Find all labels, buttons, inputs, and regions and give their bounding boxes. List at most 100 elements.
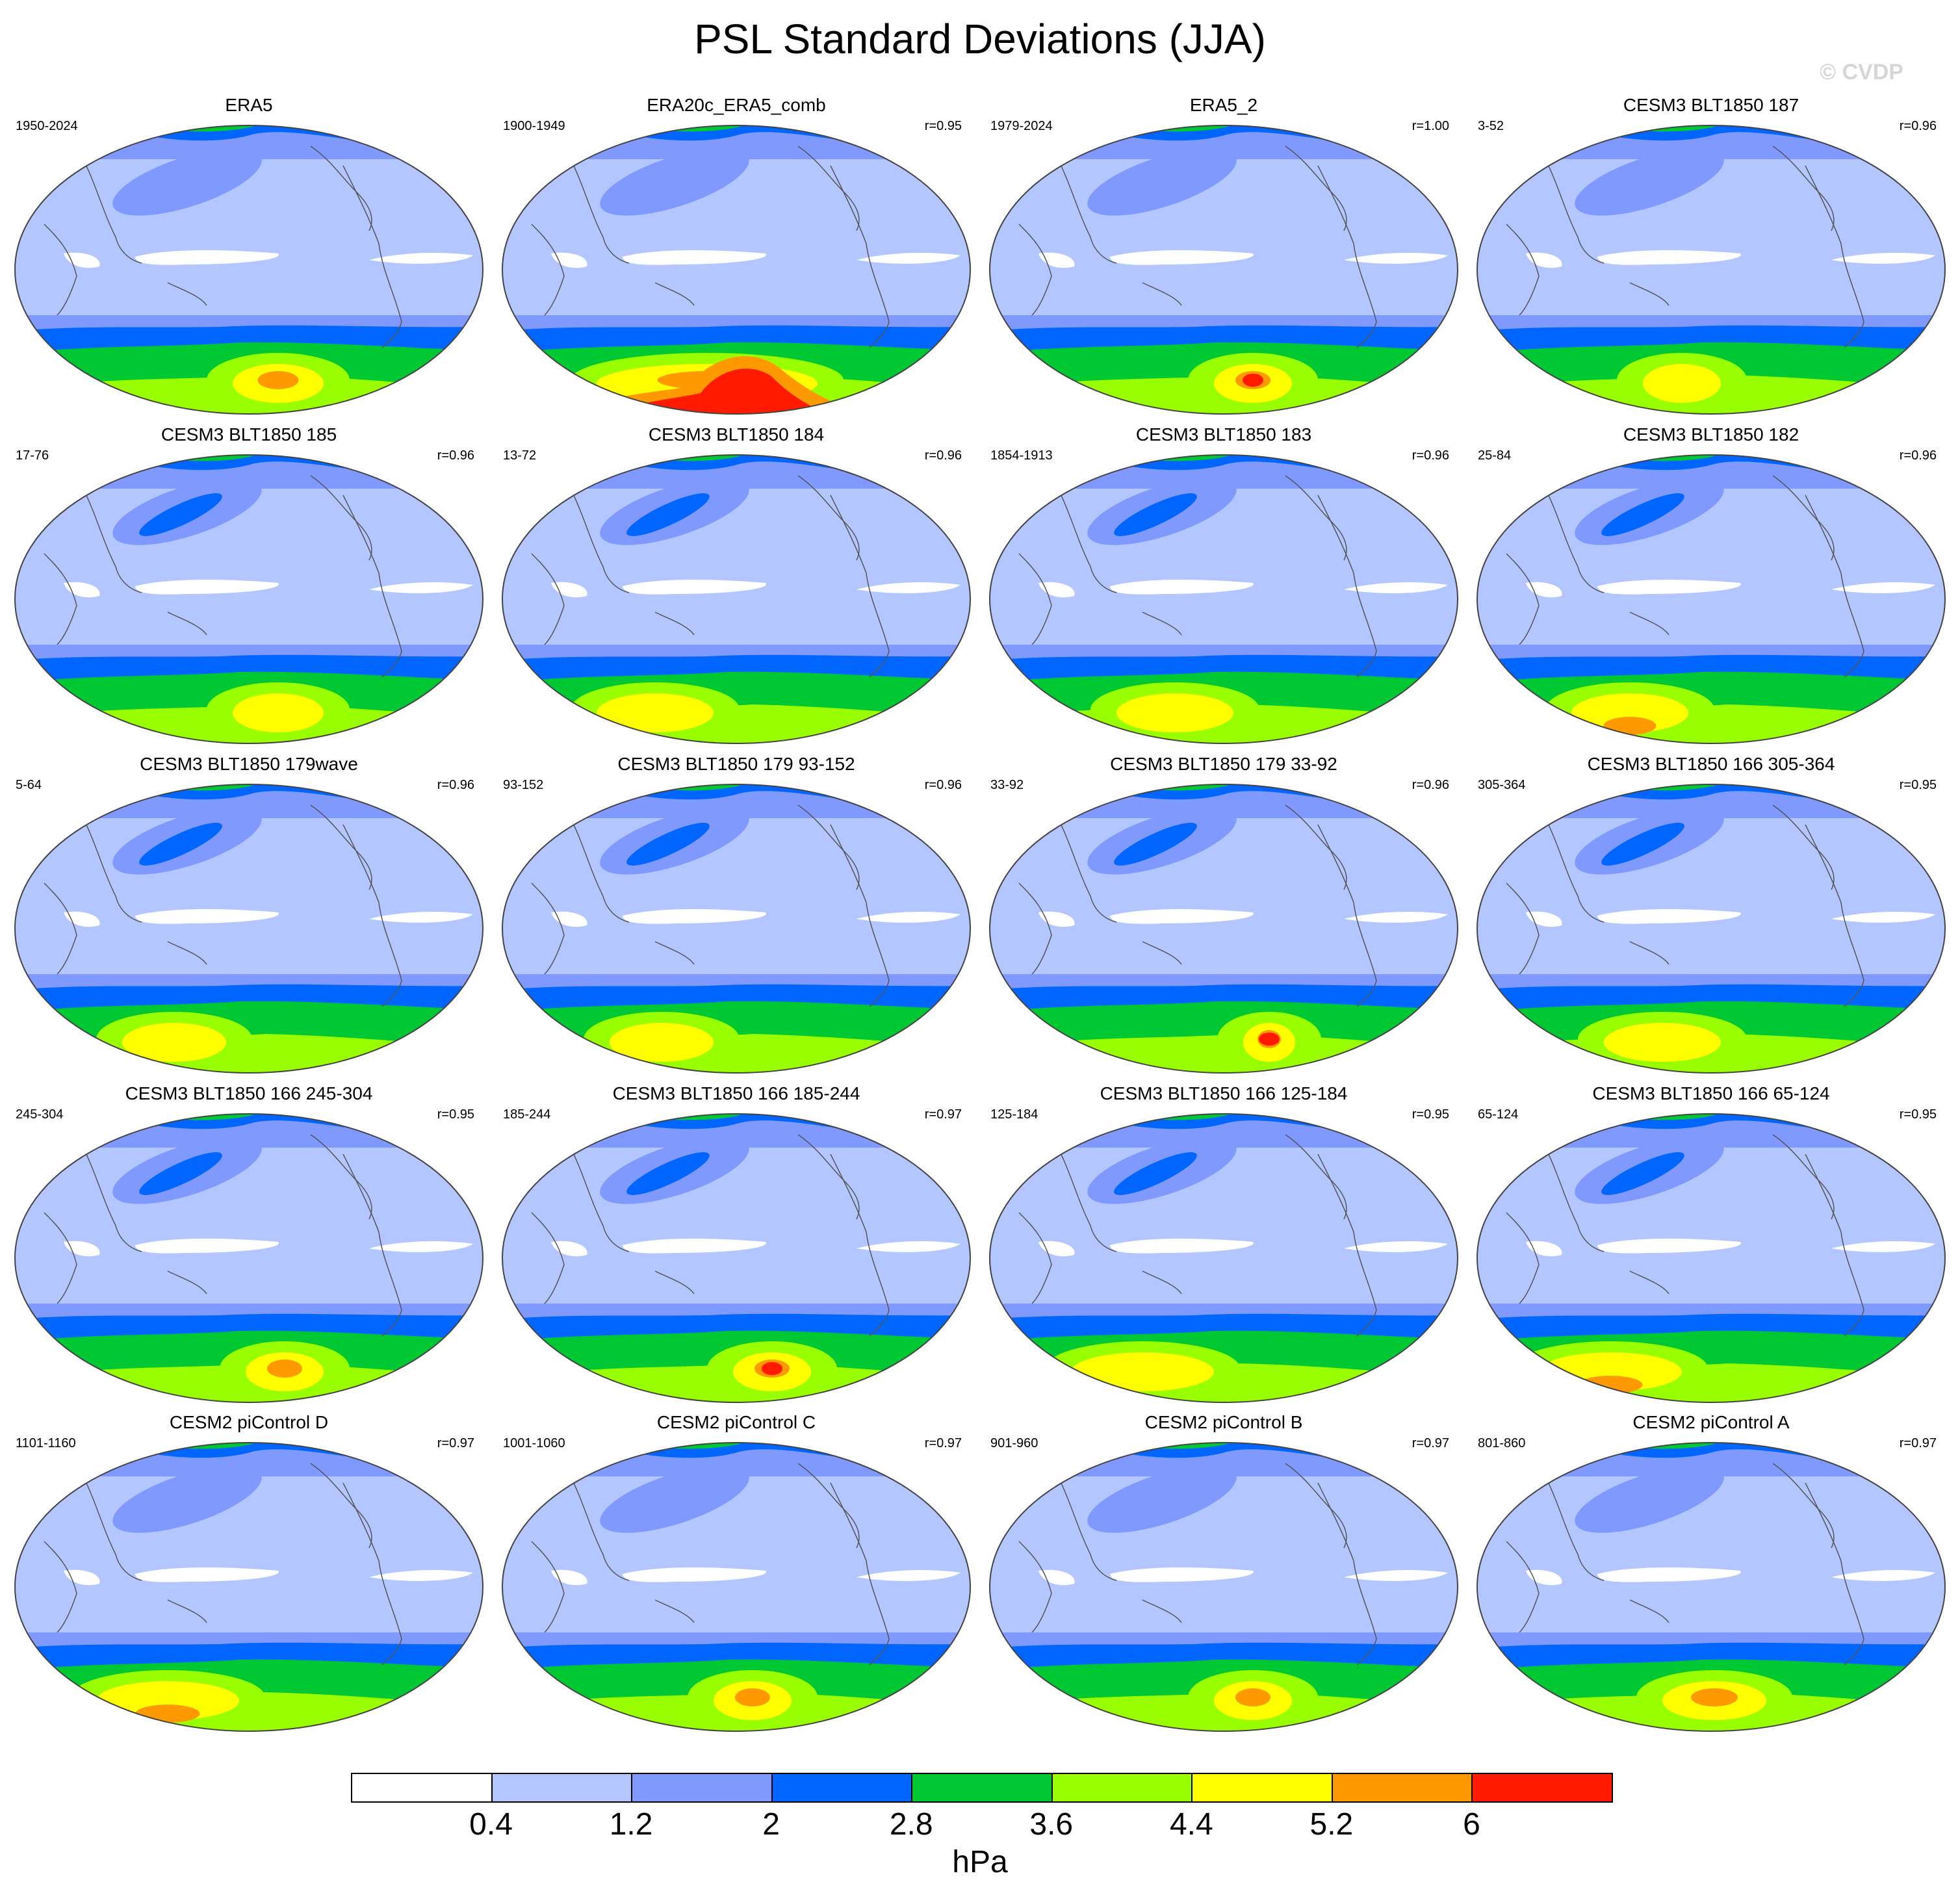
contour-tropics-low-pacific (623, 580, 766, 595)
contour-hotspot-orange (267, 1359, 302, 1378)
map-outline (14, 1113, 484, 1403)
contour-tropics-low-indian (551, 582, 587, 598)
coastline-3 (1506, 882, 1540, 975)
coastline-1 (1317, 165, 1377, 348)
coastline-0 (1545, 488, 1605, 593)
contour-tropics-low-atlantic (1344, 1570, 1448, 1581)
coastline-3 (1506, 224, 1540, 316)
colorbar-box (771, 1773, 913, 1803)
coastline-2 (1285, 475, 1347, 561)
contour-hotspot-yellow (96, 1681, 239, 1720)
panel-years: 93-152 (503, 778, 544, 792)
coastline-1 (1317, 824, 1377, 1007)
coastline-4 (654, 282, 695, 306)
contour-hotspot-yellow (1571, 693, 1688, 732)
contour-npacific-mid (1575, 1465, 1724, 1533)
panel-map (14, 1442, 484, 1732)
contour-npacific-high (626, 823, 710, 866)
panel-map (989, 1113, 1458, 1403)
contour-npacific-high (1114, 493, 1197, 536)
panel-title: CESM2 piControl C (656, 1412, 816, 1432)
panel-years: 1900-1949 (503, 119, 565, 133)
colorbar (351, 1773, 1613, 1805)
coastline-2 (1772, 1134, 1835, 1220)
coastline-0 (570, 818, 630, 923)
coastline-0 (570, 1147, 630, 1252)
coastline-4 (167, 1270, 207, 1294)
contour-hotspot-red (1259, 1033, 1280, 1046)
map-panel: ERA5_2 1979-2024 r=1.00 (980, 94, 1467, 422)
coastline-4 (654, 1270, 695, 1294)
coastline-3 (1018, 553, 1052, 645)
coastline-4 (654, 612, 695, 636)
coastline-0 (1057, 818, 1117, 923)
contour-npacific-high (139, 1152, 222, 1195)
coastline-0 (1545, 1476, 1605, 1581)
coastline-1 (830, 495, 890, 678)
panel-pattern-correlation: r=0.96 (437, 778, 474, 792)
coastline-2 (797, 475, 860, 561)
panel-map (1476, 1442, 1946, 1732)
map-outline (502, 1442, 971, 1732)
contour-tropics-low-indian (1038, 252, 1075, 268)
contour-hotspot-orange (257, 371, 299, 389)
contour-npacific-mid (600, 148, 749, 216)
colorbar-tick-label: 2 (762, 1807, 780, 1842)
contour-hotspot-yellow (1604, 1023, 1721, 1062)
contour-hotspot-yellow (1071, 1352, 1214, 1391)
map-outline (14, 125, 484, 415)
colorbar-tick-label: 3.6 (1029, 1807, 1074, 1842)
contour-tropics-low-pacific (1110, 1239, 1254, 1254)
contour-tropics-low-pacific (1110, 580, 1254, 595)
map-outline (502, 454, 971, 744)
coastline-3 (531, 224, 565, 316)
panel-years: 801-860 (1478, 1436, 1526, 1450)
coastline-2 (797, 1134, 860, 1220)
coastline-4 (1629, 612, 1670, 636)
panel-map (989, 125, 1458, 415)
coastline-0 (83, 1476, 142, 1581)
contour-tropics-low-pacific (1597, 250, 1741, 265)
contour-npacific-high (1601, 1152, 1684, 1195)
panel-title: CESM3 BLT1850 166 65-124 (1592, 1083, 1830, 1103)
coastline-3 (44, 1541, 77, 1633)
panel-title: ERA5_2 (1189, 95, 1258, 115)
map-panel: CESM3 BLT1850 184 13-72 r=0.96 (493, 424, 980, 752)
panel-pattern-correlation: r=0.96 (1899, 448, 1937, 463)
colorbar-box (1331, 1773, 1473, 1803)
coastline-1 (1805, 824, 1864, 1007)
panel-title: CESM3 BLT1850 184 (648, 424, 825, 444)
panel-title: CESM3 BLT1850 183 (1135, 424, 1312, 444)
coastline-4 (167, 612, 207, 636)
panel-map (1476, 1113, 1946, 1403)
contour-tropics-low-indian (1526, 582, 1562, 598)
panel-title: CESM3 BLT1850 166 305-364 (1587, 754, 1835, 774)
panel-title: CESM3 BLT1850 179 93-152 (617, 754, 855, 774)
contour-npacific-high (139, 493, 222, 536)
panel-title: CESM3 BLT1850 166 125-184 (1100, 1083, 1348, 1103)
panel-years: 17-76 (16, 448, 49, 463)
panel-pattern-correlation: r=0.97 (924, 1107, 962, 1122)
panel-map (14, 454, 484, 744)
coastline-3 (1506, 553, 1540, 645)
panel-pattern-correlation: r=0.96 (437, 448, 474, 463)
coastline-4 (1142, 612, 1182, 636)
panel-years: 901-960 (990, 1436, 1038, 1450)
figure-title: PSL Standard Deviations (JJA) (694, 16, 1266, 62)
panel-pattern-correlation: r=0.95 (1899, 778, 1937, 792)
contour-npacific-high (626, 1152, 710, 1195)
map-panel: ERA5 1950-2024 (5, 94, 493, 422)
map-outline (989, 784, 1458, 1074)
contour-tropics-low-atlantic (369, 582, 473, 593)
contour-tropics-low-indian (551, 1241, 587, 1257)
coastline-1 (1805, 495, 1864, 678)
coastline-4 (1142, 1270, 1182, 1294)
coastline-0 (1057, 1476, 1117, 1581)
coastline-2 (797, 146, 860, 231)
map-panel: CESM3 BLT1850 179 33-92 33-92 r=0.96 (980, 753, 1467, 1081)
coastline-0 (83, 488, 142, 593)
coastline-3 (531, 1212, 565, 1304)
contour-tropics-low-pacific (1597, 909, 1741, 924)
contour-tropics-low-pacific (623, 1239, 766, 1254)
coastline-4 (1142, 282, 1182, 306)
